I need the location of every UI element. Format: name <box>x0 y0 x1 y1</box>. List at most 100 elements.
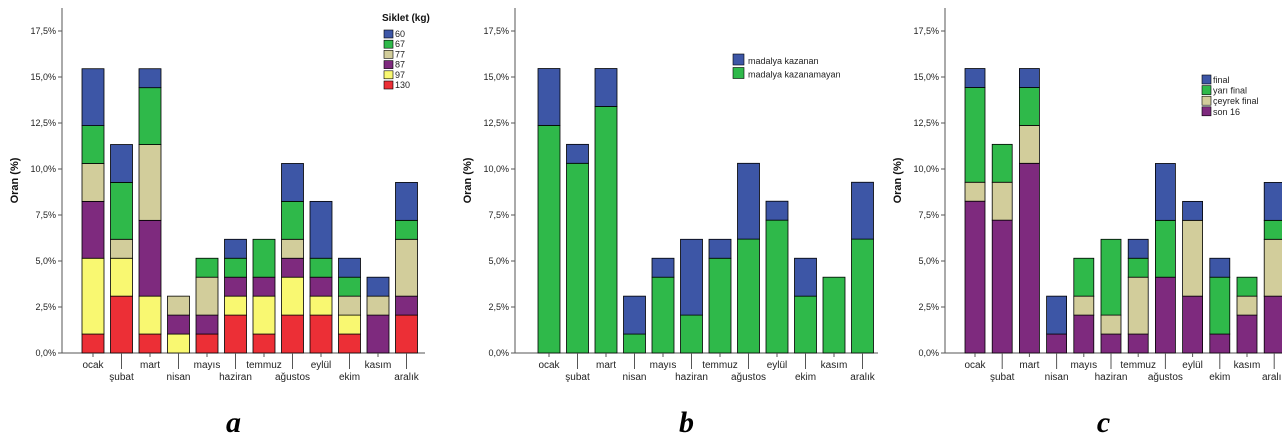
bar-segment <box>1236 276 1258 297</box>
bar-segment <box>167 333 190 354</box>
bar-segment <box>680 314 703 354</box>
bar-segment <box>195 314 219 335</box>
bar-segment <box>822 276 846 354</box>
x-tick-label: haziran <box>219 372 252 383</box>
bar-segment <box>1073 295 1095 316</box>
bar-segment <box>794 257 817 297</box>
bar-segment <box>81 257 105 335</box>
chart-panel-c: 0,0% 2,5% 5,0% 7,5% 10,0% 12,5% 15,0% 17,5% Oran… <box>892 8 1282 439</box>
y-tick-label: 17,5% <box>30 26 56 36</box>
bar-segment <box>224 314 247 354</box>
bar-segment <box>281 200 304 240</box>
bar-segment <box>167 314 190 335</box>
bar-segment <box>395 295 418 316</box>
x-tick-label: temmuz <box>702 360 738 371</box>
bar-segment <box>224 276 247 297</box>
bar-segment <box>395 314 418 354</box>
bar-segment <box>964 181 986 202</box>
legend: madalya kazanan madalya kazanamayan <box>732 53 841 80</box>
bar-segment <box>1019 162 1040 354</box>
x-tick-label: ekim <box>795 372 816 383</box>
panel-letter: a <box>226 406 241 439</box>
legend-label: yarı final <box>1213 86 1247 96</box>
bar-segment <box>366 295 390 316</box>
legend-title: Siklet (kg) <box>382 13 430 24</box>
legend-swatch <box>1201 74 1212 85</box>
bar-segment <box>964 200 986 354</box>
bar-segment <box>1182 200 1203 221</box>
legend-swatch <box>383 50 394 59</box>
bar-segment <box>366 314 390 354</box>
y-tick-label: 5,0% <box>918 256 939 266</box>
legend-label: final <box>1213 75 1230 85</box>
bar-segment <box>81 200 105 259</box>
bar-segment <box>338 295 361 316</box>
bar-segment <box>1209 257 1231 278</box>
bar-segment <box>195 333 219 354</box>
x-tick-label: şubat <box>990 372 1015 383</box>
bar-segment <box>309 276 333 297</box>
bar-segment <box>737 162 760 240</box>
x-tick-label: haziran <box>675 372 708 383</box>
x-tick-label: nisan <box>1045 372 1069 383</box>
x-tick-label: haziran <box>1095 372 1128 383</box>
legend-swatch <box>383 60 394 69</box>
x-tick-label: temmuz <box>246 360 282 371</box>
legend-label: son 16 <box>1213 107 1240 117</box>
bar-segment <box>851 238 874 354</box>
bar-segment <box>1182 219 1203 297</box>
bar-segment <box>252 295 276 335</box>
bar-segment <box>281 238 304 259</box>
bar-segment <box>1019 124 1040 164</box>
bar-segment <box>1127 276 1149 335</box>
bar-segment <box>281 257 304 278</box>
legend-label: 97 <box>395 70 405 80</box>
bar-segment <box>195 276 219 316</box>
x-tick-label: mart <box>1019 360 1039 371</box>
x-tick-label: eylül <box>311 360 332 371</box>
bar-segment <box>138 87 162 145</box>
bar-segment <box>1263 295 1282 354</box>
bar-segment <box>338 314 361 335</box>
y-tick-label: 0,0% <box>488 348 509 358</box>
x-tick-label: ocak <box>964 360 986 371</box>
y-tick-label: 15,0% <box>30 72 56 82</box>
bar-segment <box>224 238 247 259</box>
x-tick-label: temmuz <box>1120 360 1156 371</box>
legend-swatch <box>383 39 394 49</box>
panel-letter: b <box>679 406 694 439</box>
bar-segment <box>395 182 418 221</box>
bar-segment <box>566 162 589 354</box>
y-axis-title: Oran (%) <box>462 157 474 203</box>
y-axis-title: Oran (%) <box>892 157 904 203</box>
bar-segment <box>110 144 133 183</box>
x-tick-label: ekim <box>339 372 360 383</box>
bar-segment <box>110 182 133 240</box>
bar-segment <box>1019 87 1040 126</box>
legend-label: 87 <box>395 60 405 70</box>
bar-segment <box>81 68 105 126</box>
bar-segment <box>252 238 276 278</box>
y-tick-label: 10,0% <box>483 164 509 174</box>
bar-segment <box>991 143 1013 183</box>
x-tick-label: mayıs <box>1070 360 1097 371</box>
legend-swatch <box>1201 95 1212 106</box>
x-tick-label: şubat <box>109 372 134 383</box>
bar-segment <box>81 125 105 164</box>
y-tick-label: 10,0% <box>913 164 939 174</box>
x-tick-label: eylül <box>1182 360 1203 371</box>
bar-segment <box>1263 238 1282 297</box>
chart-panel-b: 0,0% 2,5% 5,0% 7,5% 10,0% 12,5% 15,0% 17,5% Oran… <box>462 8 878 439</box>
bar-segment <box>991 219 1013 354</box>
bar-segment <box>1236 295 1258 316</box>
bar-segment <box>338 276 361 297</box>
bar-segment <box>110 295 133 354</box>
bar-segment <box>224 257 247 278</box>
bar-segment <box>309 295 333 316</box>
bar-segment <box>1046 295 1067 335</box>
bar-segment <box>623 333 646 354</box>
bar-segment <box>964 68 986 88</box>
bar-segment <box>765 219 789 354</box>
x-tick-label: şubat <box>565 372 590 383</box>
